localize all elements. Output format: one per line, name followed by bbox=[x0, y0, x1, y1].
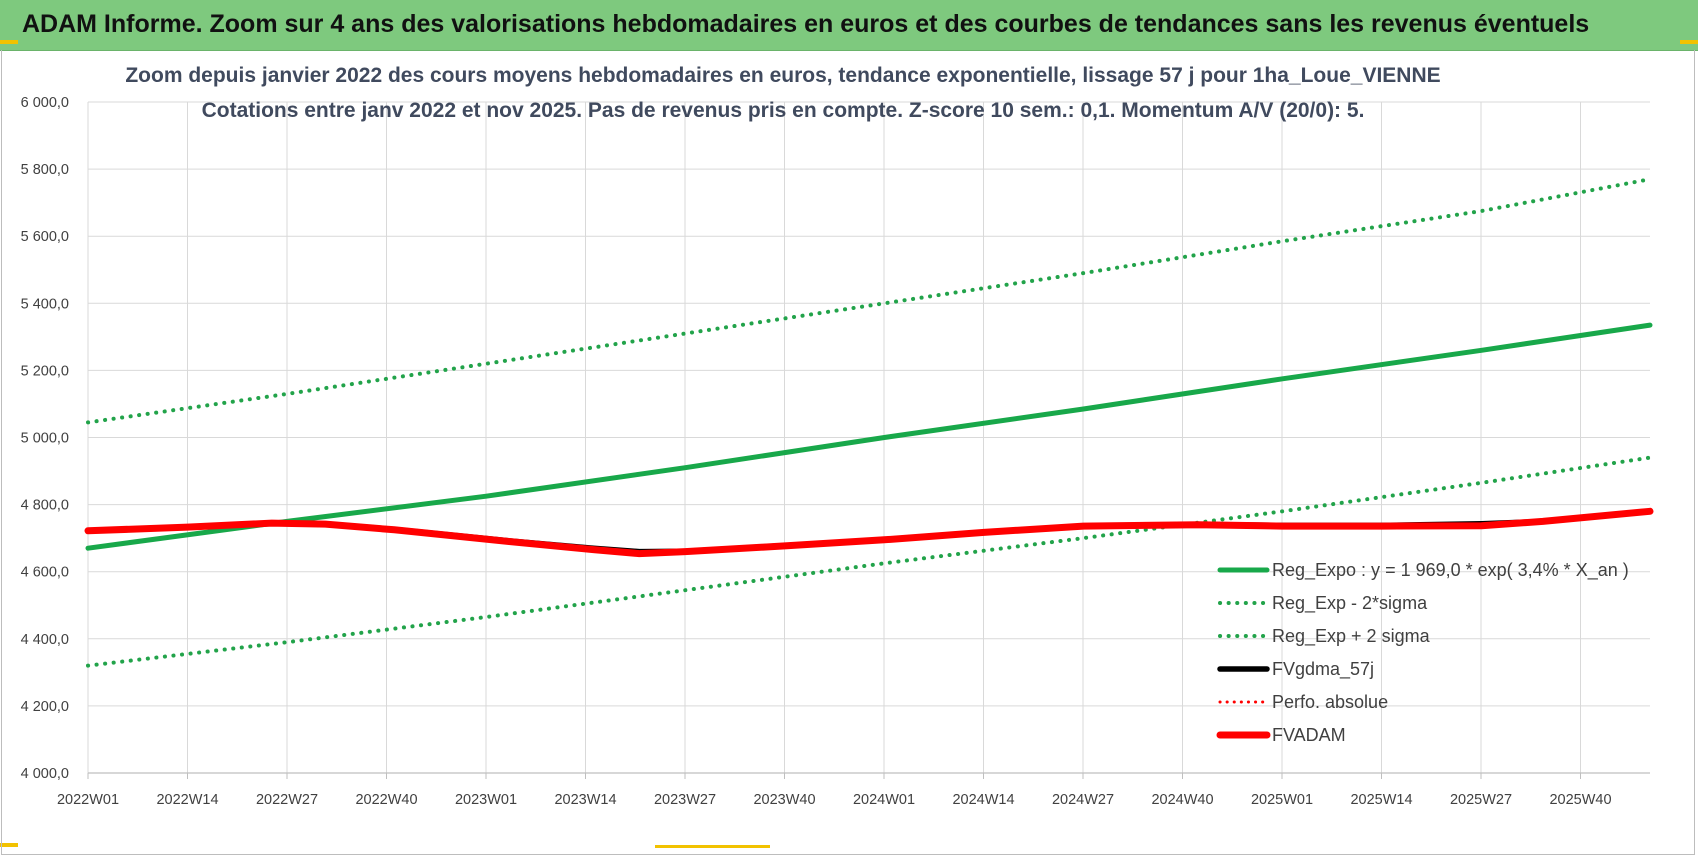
chart-title-line1: Zoom depuis janvier 2022 des cours moyen… bbox=[125, 64, 1440, 87]
x-tick-label: 2025W01 bbox=[1251, 792, 1313, 808]
chart-frame bbox=[1, 50, 1695, 855]
corner-accent-top-left bbox=[0, 40, 18, 44]
series-lines bbox=[84, 177, 1654, 668]
y-tick-label: 5 400,0 bbox=[21, 296, 69, 312]
x-tick-label: 2024W40 bbox=[1151, 792, 1213, 808]
legend-label: FVgdma_57j bbox=[1272, 659, 1374, 680]
y-tick-label: 4 800,0 bbox=[21, 498, 69, 514]
x-tick-label: 2025W40 bbox=[1549, 792, 1611, 808]
x-tick-label: 2023W14 bbox=[554, 792, 616, 808]
y-tick-label: 4 600,0 bbox=[21, 565, 69, 581]
x-tick-label: 2023W40 bbox=[753, 792, 815, 808]
banner-title: ADAM Informe. Zoom sur 4 ans des valoris… bbox=[22, 10, 1590, 38]
header-banner: ADAM Informe. Zoom sur 4 ans des valoris… bbox=[0, 0, 1698, 51]
x-tick-label: 2025W27 bbox=[1450, 792, 1512, 808]
x-tick-label: 2024W27 bbox=[1052, 792, 1114, 808]
y-tick-label: 5 800,0 bbox=[21, 162, 69, 178]
y-tick-label: 6 000,0 bbox=[21, 95, 69, 111]
x-tick-label: 2023W01 bbox=[455, 792, 517, 808]
legend-label: FVADAM bbox=[1272, 725, 1346, 745]
x-tick-label: 2023W27 bbox=[654, 792, 716, 808]
y-tick-label: 4 000,0 bbox=[21, 766, 69, 782]
corner-accent-bottom-middle bbox=[655, 845, 770, 848]
y-tick-label: 5 600,0 bbox=[21, 229, 69, 245]
series-line bbox=[84, 507, 1654, 558]
chart-title-line2: Cotations entre janv 2022 et nov 2025. P… bbox=[202, 99, 1365, 122]
legend-label: Reg_Exp + 2 sigma bbox=[1272, 626, 1431, 647]
y-tick-label: 4 400,0 bbox=[21, 632, 69, 648]
legend-label: Reg_Exp - 2*sigma bbox=[1272, 593, 1428, 614]
y-axis-labels: 4 000,0 4 200,0 4 400,0 4 600,0 4 800,0 5 000… bbox=[21, 95, 69, 782]
x-tick-label: 2022W01 bbox=[57, 792, 119, 808]
corner-accent-bottom-left bbox=[0, 843, 18, 847]
series-line bbox=[86, 455, 1652, 668]
x-axis-labels: 2022W01 2022W14 2022W27 2022W40 2023W01 2023W… bbox=[57, 792, 1612, 808]
x-tick-label: 2024W01 bbox=[853, 792, 915, 808]
legend-label: Reg_Expo : y = 1 969,0 * exp( 3,4% * X_a… bbox=[1272, 560, 1629, 581]
x-tick-label: 2024W14 bbox=[952, 792, 1014, 808]
x-tick-label: 2022W40 bbox=[355, 792, 417, 808]
x-tick-label: 2025W14 bbox=[1350, 792, 1412, 808]
series-line bbox=[85, 322, 1653, 551]
x-tick-label: 2022W27 bbox=[256, 792, 318, 808]
corner-accent-top-right bbox=[1680, 40, 1698, 44]
legend: Reg_Expo : y = 1 969,0 * exp( 3,4% * X_a… bbox=[1216, 560, 1629, 745]
x-tick-label: 2022W14 bbox=[156, 792, 218, 808]
y-tick-label: 5 200,0 bbox=[21, 363, 69, 379]
legend-label: Perfo. absolue bbox=[1272, 692, 1388, 712]
grid-lines bbox=[87, 101, 1650, 779]
y-tick-label: 5 000,0 bbox=[21, 431, 69, 447]
series-line bbox=[86, 177, 1652, 425]
y-tick-label: 4 200,0 bbox=[21, 699, 69, 715]
